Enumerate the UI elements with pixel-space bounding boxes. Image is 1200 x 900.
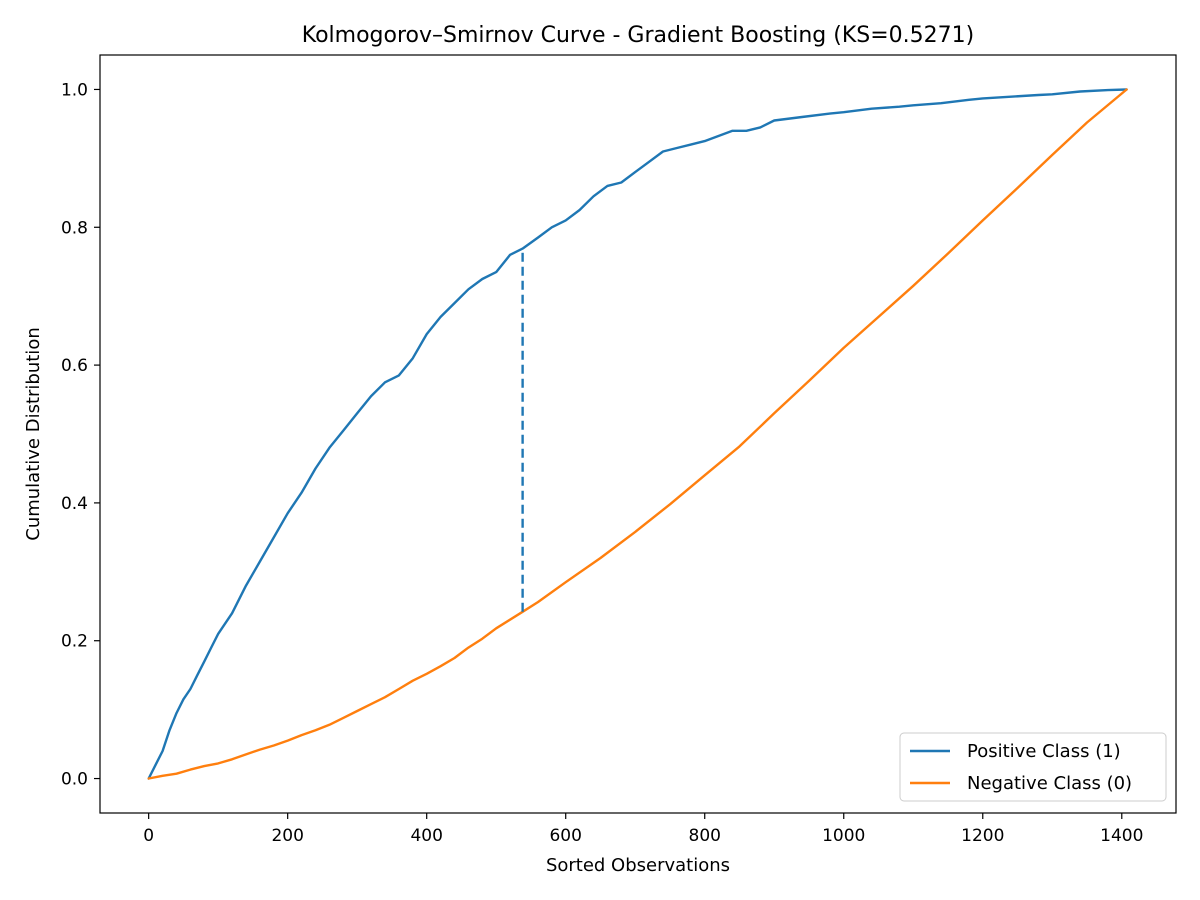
series-lines: [147, 88, 1128, 780]
y-tick-label: 0.6: [61, 356, 88, 376]
y-tick-label: 0.0: [61, 770, 88, 790]
x-tick-label: 400: [410, 826, 442, 846]
x-tick-label: 600: [549, 826, 581, 846]
plot-area: [147, 88, 1128, 780]
x-tick-label: 800: [689, 826, 721, 846]
legend-negative-label: Negative Class (0): [967, 773, 1132, 794]
legend-box: [899, 732, 1167, 802]
chart-title: Kolmogorov–Smirnov Curve - Gradient Boos…: [302, 23, 975, 48]
x-tick-label: 1400: [1100, 826, 1143, 846]
x-axis-ticks: 0 200 400 600 800 1000 1200 1400: [143, 813, 1143, 846]
y-axis-ticks: 0.0 0.2 0.4 0.6 0.8 1.0: [61, 80, 100, 790]
x-tick-label: 200: [271, 826, 303, 846]
legend-positive-label: Positive Class (1): [967, 741, 1121, 762]
x-tick-label: 1000: [822, 826, 865, 846]
y-tick-label: 1.0: [61, 80, 88, 100]
y-tick-label: 0.2: [61, 632, 88, 652]
negative-class-line: [147, 88, 1128, 780]
y-tick-label: 0.8: [61, 218, 88, 238]
x-tick-label: 0: [143, 826, 154, 846]
legend: Positive Class (1) Negative Class (0): [899, 732, 1167, 802]
positive-class-line: [147, 88, 1128, 780]
x-axis-label: Sorted Observations: [546, 855, 730, 876]
x-tick-label: 1200: [961, 826, 1004, 846]
y-axis-label: Cumulative Distribution: [23, 327, 44, 540]
y-tick-label: 0.4: [61, 494, 88, 514]
axes-frame: [99, 54, 1177, 814]
